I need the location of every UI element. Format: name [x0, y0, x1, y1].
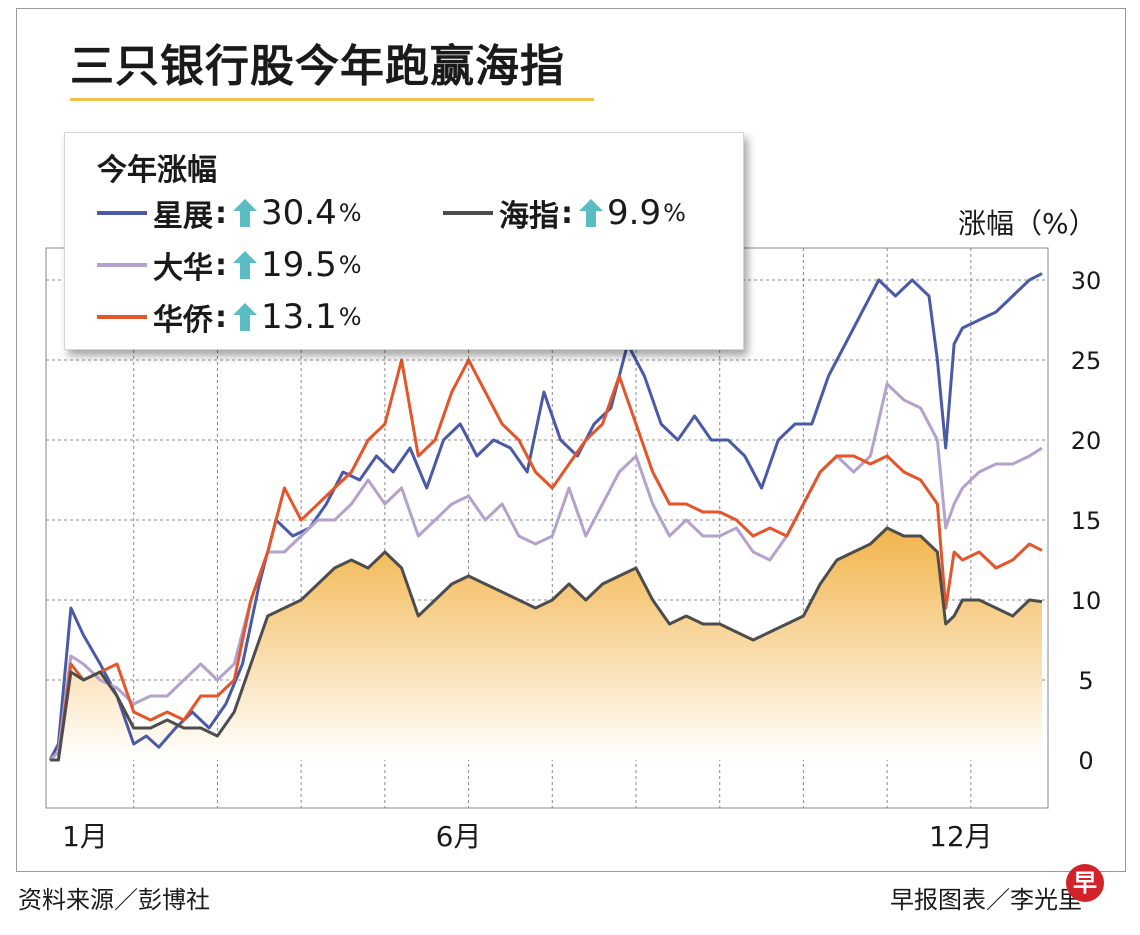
index-area [50, 528, 1042, 760]
legend-swatch [97, 211, 147, 215]
legend-unit: % [663, 199, 686, 227]
legend-unit: % [338, 251, 362, 279]
series-line-海指 [50, 526, 1043, 762]
series-line-星展 [48, 272, 1043, 761]
legend-value: 19.5 [261, 245, 337, 285]
legend-item-uob: 大华 : 19.5 % [97, 245, 362, 286]
up-arrow-icon [233, 251, 257, 279]
y-axis-unit-label: 涨幅（%） [958, 207, 1097, 240]
y-tick-label: 15 [1071, 507, 1102, 535]
chart-title: 三只银行股今年跑赢海指 [70, 41, 565, 92]
x-tick-label: 6月 [436, 820, 482, 853]
legend-colon: : [215, 247, 227, 283]
title-underline [70, 98, 594, 101]
y-tick-label: 0 [1078, 747, 1093, 775]
legend-unit: % [338, 303, 362, 331]
legend-series-name: 大华 [153, 251, 213, 286]
legend-box: 今年涨幅 星展 : 30.4 % 海指 : 9.9 % 大华 : 19.5 % … [64, 132, 744, 350]
zaobao-logo: 早 [1066, 864, 1104, 902]
legend-value: 13.1 [261, 297, 337, 337]
legend-colon: : [561, 195, 573, 231]
x-tick-label: 1月 [62, 820, 108, 853]
credit-note: 早报图表／李光里 [890, 886, 1082, 914]
y-tick-label: 20 [1071, 427, 1102, 455]
up-arrow-icon [579, 199, 603, 227]
index-area-fill [50, 528, 1042, 760]
legend-series-name: 海指 [499, 199, 559, 234]
legend-swatch [97, 263, 147, 267]
y-tick-label: 10 [1071, 587, 1102, 615]
y-axis-ticks: 0 5 10 15 20 25 30 [1071, 267, 1102, 775]
legend-colon: : [215, 195, 227, 231]
legend-item-sti: 海指 : 9.9 % [443, 193, 686, 234]
series-line-大华 [48, 382, 1043, 762]
legend-heading: 今年涨幅 [97, 153, 217, 188]
legend-value: 9.9 [607, 193, 662, 233]
legend-series-name: 华侨 [153, 303, 213, 338]
up-arrow-icon [233, 303, 257, 331]
x-tick-label: 12月 [929, 820, 993, 853]
x-axis-ticks: 1月 6月 12月 [62, 820, 993, 853]
series-lines [48, 272, 1043, 762]
legend-series-name: 星展 [153, 199, 213, 234]
legend-item-ocbc: 华侨 : 13.1 % [97, 297, 362, 338]
y-tick-label: 30 [1071, 267, 1102, 295]
legend-colon: : [215, 299, 227, 335]
series-line-华侨 [50, 358, 1043, 762]
legend-value: 30.4 [261, 193, 337, 233]
legend-swatch [97, 315, 147, 319]
legend-unit: % [338, 199, 362, 227]
y-tick-label: 5 [1078, 667, 1093, 695]
legend-swatch [443, 211, 493, 215]
legend-item-dbs: 星展 : 30.4 % [97, 193, 362, 234]
y-tick-label: 25 [1071, 347, 1102, 375]
up-arrow-icon [233, 199, 257, 227]
source-note: 资料来源／彭博社 [18, 886, 210, 914]
